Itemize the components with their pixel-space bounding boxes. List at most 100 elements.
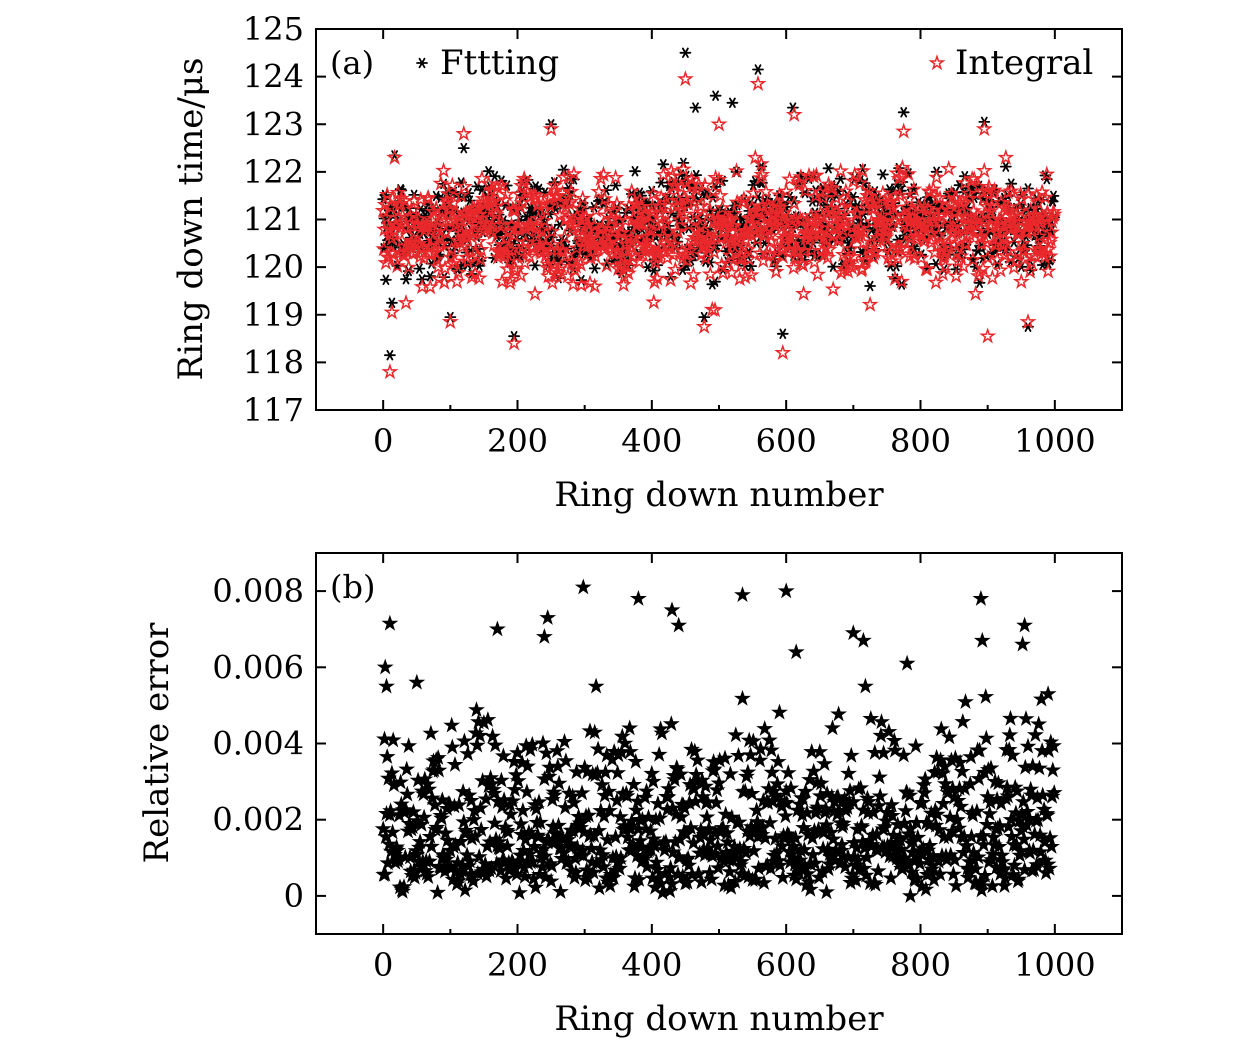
relative-error-point xyxy=(699,809,715,824)
relative-error-point xyxy=(843,747,859,763)
y-axis-title-b: Relative error xyxy=(137,622,177,864)
integral-point xyxy=(436,163,451,177)
relative-error-point xyxy=(777,808,794,823)
relative-error-point xyxy=(515,802,531,818)
relative-error-point xyxy=(857,678,874,693)
x-tick-label-a: 200 xyxy=(487,422,548,460)
relative-error-point xyxy=(1014,636,1031,651)
legend-label-integral: Integral xyxy=(955,43,1093,83)
relative-error-point xyxy=(870,863,886,878)
relative-error-point xyxy=(788,644,804,659)
x-axis-a: 0 200 400 600 800 1000 xyxy=(373,29,1096,460)
fitting-point xyxy=(588,263,601,274)
relative-error-point xyxy=(816,756,833,771)
relative-error-point xyxy=(574,785,590,800)
relative-error-point xyxy=(734,587,751,602)
x-tick-label-a: 400 xyxy=(621,422,682,460)
integral-point xyxy=(507,336,522,350)
fitting-point xyxy=(529,260,541,271)
x-tick-label-a: 600 xyxy=(756,422,817,460)
relative-error-point xyxy=(1031,716,1047,731)
fitting-point xyxy=(827,261,840,272)
relative-error-point xyxy=(948,878,964,893)
integral-point xyxy=(703,266,718,281)
y-tick-label-a: 125 xyxy=(243,10,304,48)
y-tick-label-b: 0.002 xyxy=(212,801,304,839)
relative-error-point xyxy=(379,748,395,764)
integral-point xyxy=(646,294,661,309)
integral-point xyxy=(744,267,759,282)
relative-error-point xyxy=(1018,711,1034,726)
legend-label-fitting: Fttting xyxy=(440,43,559,83)
relative-error-point xyxy=(883,870,899,885)
integral-point xyxy=(787,107,802,121)
fitting-point xyxy=(629,165,641,177)
relative-error-point xyxy=(671,617,687,632)
fitting-point xyxy=(877,169,889,180)
relative-error-point xyxy=(770,753,786,769)
relative-error-point xyxy=(840,765,857,781)
relative-error-point xyxy=(536,628,553,644)
relative-error-point xyxy=(916,785,933,800)
integral-point xyxy=(697,319,712,333)
relative-error-point xyxy=(503,806,519,821)
relative-error-point xyxy=(1002,710,1019,726)
relative-error-point xyxy=(460,746,476,761)
relative-error-point xyxy=(898,803,914,818)
integral-point xyxy=(977,163,992,177)
relative-error-point xyxy=(538,745,555,760)
relative-error-point xyxy=(1016,617,1033,632)
x-axis-title-a: Ring down number xyxy=(554,475,884,515)
relative-error-point xyxy=(955,713,971,729)
integral-point xyxy=(724,265,739,279)
y-axis-a: 117 118 119 120 121 122 123 124 125 xyxy=(243,10,1122,429)
relative-error-point xyxy=(399,761,415,776)
integral-point xyxy=(968,286,983,300)
relative-error-point xyxy=(761,732,778,747)
relative-error-point xyxy=(447,756,463,772)
relative-error-point xyxy=(409,674,425,689)
relative-error-point xyxy=(489,621,506,636)
relative-error-point xyxy=(778,583,794,598)
relative-error-point xyxy=(824,720,841,735)
y-axis-b: 0 0.002 0.004 0.006 0.008 xyxy=(212,572,1122,915)
relative-error-point xyxy=(484,728,501,743)
relative-error-point xyxy=(902,888,919,903)
x-tick-label-b: 800 xyxy=(890,946,951,984)
relative-error-point xyxy=(493,772,510,787)
relative-error-point xyxy=(375,821,391,836)
relative-error-point xyxy=(818,884,835,899)
relative-error-point xyxy=(1002,727,1018,742)
relative-error-point xyxy=(978,730,994,745)
relative-error-point xyxy=(780,765,796,780)
relative-error-point xyxy=(899,655,915,670)
y-tick-label-a: 118 xyxy=(243,343,304,381)
integral-point xyxy=(456,126,471,140)
relative-error-point xyxy=(630,590,647,606)
legend-a: Fttting Integral xyxy=(416,43,1093,83)
x-tick-label-a: 1000 xyxy=(1014,422,1095,460)
integral-point xyxy=(528,286,542,300)
relative-error-point xyxy=(487,815,503,830)
fitting-point xyxy=(864,280,876,292)
y-tick-label-a: 122 xyxy=(243,153,304,191)
relative-error-point xyxy=(734,690,751,706)
fitting-point xyxy=(752,64,764,75)
relative-error-point xyxy=(382,615,398,630)
relative-error-point xyxy=(622,720,638,735)
integral-point xyxy=(810,267,825,281)
y-tick-label-b: 0.008 xyxy=(212,572,304,610)
chart-panel-b: 0 200 400 600 800 1000 00.0020.0040.0060.008 … xyxy=(137,552,1123,1039)
panel-label-a: (a) xyxy=(330,44,374,82)
chart-panel-a: 0 200 400 600 800 1000 1171181191201211221231… xyxy=(171,10,1123,515)
integral-point xyxy=(596,167,611,181)
y-axis-title-a: Ring down time/μs xyxy=(171,58,211,381)
relative-error-point xyxy=(871,769,888,784)
relative-error-point xyxy=(863,710,879,726)
relative-error-point xyxy=(588,678,604,693)
relative-error-point xyxy=(540,609,556,625)
fitting-point xyxy=(689,102,702,113)
integral-point xyxy=(929,170,944,184)
fitting-point xyxy=(897,107,910,118)
